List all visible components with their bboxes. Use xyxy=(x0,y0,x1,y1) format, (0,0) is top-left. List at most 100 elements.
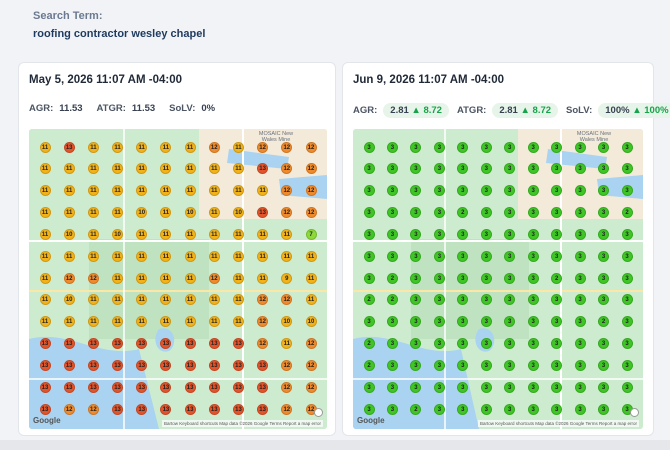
rank-pin[interactable]: 13 xyxy=(160,338,172,349)
rank-pin[interactable]: 3 xyxy=(410,294,422,306)
rank-pin[interactable]: 3 xyxy=(598,207,610,218)
rank-pin[interactable]: 3 xyxy=(410,272,422,284)
rank-pin[interactable]: 3 xyxy=(527,250,539,262)
rank-pin[interactable]: 11 xyxy=(112,294,124,306)
rank-pin[interactable]: 3 xyxy=(574,316,586,328)
rank-pin[interactable]: 13 xyxy=(184,338,196,349)
rank-pin[interactable]: 3 xyxy=(480,338,492,349)
rank-pin[interactable]: 3 xyxy=(621,141,633,153)
rank-pin[interactable]: 12 xyxy=(281,381,293,393)
rank-pin[interactable]: 3 xyxy=(551,294,563,306)
rank-pin[interactable]: 3 xyxy=(410,207,422,218)
rank-pin[interactable]: 3 xyxy=(621,381,633,393)
rank-pin[interactable]: 3 xyxy=(504,338,516,349)
rank-pin[interactable]: 11 xyxy=(112,141,124,153)
rank-pin[interactable]: 12 xyxy=(281,141,293,153)
rank-pin[interactable]: 3 xyxy=(621,359,633,371)
rank-pin[interactable]: 11 xyxy=(232,163,244,175)
rank-pin[interactable]: 3 xyxy=(457,338,469,349)
rank-pin[interactable]: 11 xyxy=(208,294,220,306)
rank-pin[interactable]: 2 xyxy=(363,359,375,371)
rank-pin[interactable]: 11 xyxy=(281,338,293,349)
rank-pin[interactable]: 11 xyxy=(160,228,172,240)
rank-pin[interactable]: 10 xyxy=(63,228,75,240)
rank-pin[interactable]: 13 xyxy=(184,403,196,415)
rank-pin[interactable]: 3 xyxy=(527,185,539,197)
rank-pin[interactable]: 3 xyxy=(480,228,492,240)
rank-pin[interactable]: 11 xyxy=(63,250,75,262)
rank-pin[interactable]: 13 xyxy=(63,141,75,153)
rank-pin[interactable]: 2 xyxy=(363,294,375,306)
rank-pin[interactable]: 11 xyxy=(112,272,124,284)
rank-pin[interactable]: 3 xyxy=(574,294,586,306)
rank-pin[interactable]: 3 xyxy=(598,359,610,371)
rank-pin[interactable]: 13 xyxy=(63,338,75,349)
rank-pin[interactable]: 3 xyxy=(386,316,398,328)
rank-pin[interactable]: 12 xyxy=(87,403,99,415)
rank-pin[interactable]: 11 xyxy=(184,228,196,240)
rank-pin[interactable]: 12 xyxy=(63,403,75,415)
rank-pin[interactable]: 11 xyxy=(232,272,244,284)
rank-pin[interactable]: 11 xyxy=(257,272,269,284)
rank-pin[interactable]: 2 xyxy=(363,338,375,349)
rank-pin[interactable]: 11 xyxy=(87,250,99,262)
map-footer[interactable]: Bartow Keyboard shortcuts Map data ©2026… xyxy=(161,420,323,427)
rank-pin[interactable]: 13 xyxy=(112,338,124,349)
rank-pin[interactable]: 11 xyxy=(112,207,124,218)
rank-pin[interactable]: 13 xyxy=(39,403,51,415)
rank-pin[interactable]: 13 xyxy=(160,359,172,371)
rank-pin[interactable]: 3 xyxy=(386,185,398,197)
rank-pin[interactable]: 11 xyxy=(257,228,269,240)
rank-pin[interactable]: 3 xyxy=(433,381,445,393)
rank-pin[interactable]: 3 xyxy=(574,228,586,240)
rank-pin[interactable]: 3 xyxy=(621,294,633,306)
rank-pin[interactable]: 3 xyxy=(598,228,610,240)
rank-pin[interactable]: 3 xyxy=(363,316,375,328)
rank-pin[interactable]: 3 xyxy=(480,207,492,218)
rank-pin[interactable]: 11 xyxy=(184,163,196,175)
rank-pin[interactable]: 13 xyxy=(136,381,148,393)
rank-pin[interactable]: 13 xyxy=(39,359,51,371)
rank-pin[interactable]: 3 xyxy=(386,381,398,393)
rank-pin[interactable]: 11 xyxy=(112,185,124,197)
rank-pin[interactable]: 13 xyxy=(232,359,244,371)
rank-pin[interactable]: 3 xyxy=(504,316,516,328)
rank-pin[interactable]: 3 xyxy=(433,250,445,262)
rank-pin[interactable]: 2 xyxy=(621,207,633,218)
rank-pin[interactable]: 13 xyxy=(136,359,148,371)
rank-pin[interactable]: 11 xyxy=(39,250,51,262)
rank-pin[interactable]: 3 xyxy=(363,207,375,218)
rank-pin[interactable]: 13 xyxy=(39,381,51,393)
rank-pin[interactable]: 3 xyxy=(598,163,610,175)
rank-pin[interactable]: 3 xyxy=(480,250,492,262)
rank-pin[interactable]: 3 xyxy=(457,381,469,393)
rank-pin[interactable]: 3 xyxy=(433,163,445,175)
rank-pin[interactable]: 11 xyxy=(63,316,75,328)
rank-pin[interactable]: 10 xyxy=(136,207,148,218)
rank-pin[interactable]: 3 xyxy=(527,359,539,371)
rank-pin[interactable]: 3 xyxy=(574,163,586,175)
rank-pin[interactable]: 13 xyxy=(232,403,244,415)
rank-pin[interactable]: 3 xyxy=(386,207,398,218)
rank-pin[interactable]: 3 xyxy=(410,141,422,153)
rank-pin[interactable]: 11 xyxy=(112,316,124,328)
rank-pin[interactable]: 3 xyxy=(457,250,469,262)
rank-pin[interactable]: 11 xyxy=(184,316,196,328)
rank-pin[interactable]: 11 xyxy=(160,272,172,284)
rank-pin[interactable]: 11 xyxy=(281,228,293,240)
rank-pin[interactable]: 12 xyxy=(63,272,75,284)
rank-pin[interactable]: 3 xyxy=(504,294,516,306)
rank-pin[interactable]: 13 xyxy=(87,381,99,393)
rank-pin[interactable]: 11 xyxy=(136,272,148,284)
rank-pin[interactable]: 11 xyxy=(39,185,51,197)
rank-pin[interactable]: 11 xyxy=(305,272,317,284)
rank-pin[interactable]: 11 xyxy=(63,185,75,197)
rank-pin[interactable]: 3 xyxy=(551,359,563,371)
rank-pin[interactable]: 3 xyxy=(386,250,398,262)
rank-pin[interactable]: 11 xyxy=(160,141,172,153)
rank-pin[interactable]: 11 xyxy=(257,185,269,197)
rank-pin[interactable]: 3 xyxy=(480,294,492,306)
rank-pin[interactable]: 13 xyxy=(63,359,75,371)
rank-pin[interactable]: 3 xyxy=(433,338,445,349)
rank-pin[interactable]: 12 xyxy=(305,381,317,393)
